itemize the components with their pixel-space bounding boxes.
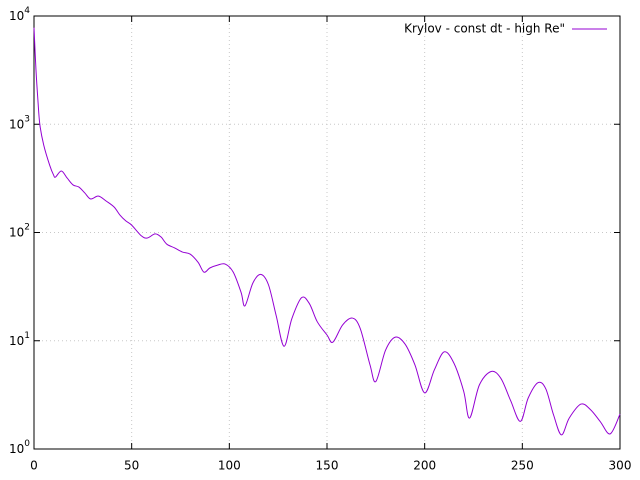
y-tick-label: 103 [9,114,30,131]
y-tick-label: 101 [9,330,30,347]
data-line [33,27,621,436]
y-tick-label: 102 [9,222,30,239]
x-tick-label: 50 [124,459,139,473]
y-tick-label: 104 [9,6,30,23]
x-tick-label: 150 [316,459,339,473]
x-tick-label: 100 [218,459,241,473]
x-tick-label: 250 [511,459,534,473]
y-tick-label: 100 [9,439,30,456]
x-tick-label: 300 [609,459,632,473]
x-tick-label: 200 [413,459,436,473]
x-tick-label: 0 [30,459,38,473]
legend-label: Krylov - const dt - high Re" [404,22,565,36]
plot-border [33,15,621,450]
